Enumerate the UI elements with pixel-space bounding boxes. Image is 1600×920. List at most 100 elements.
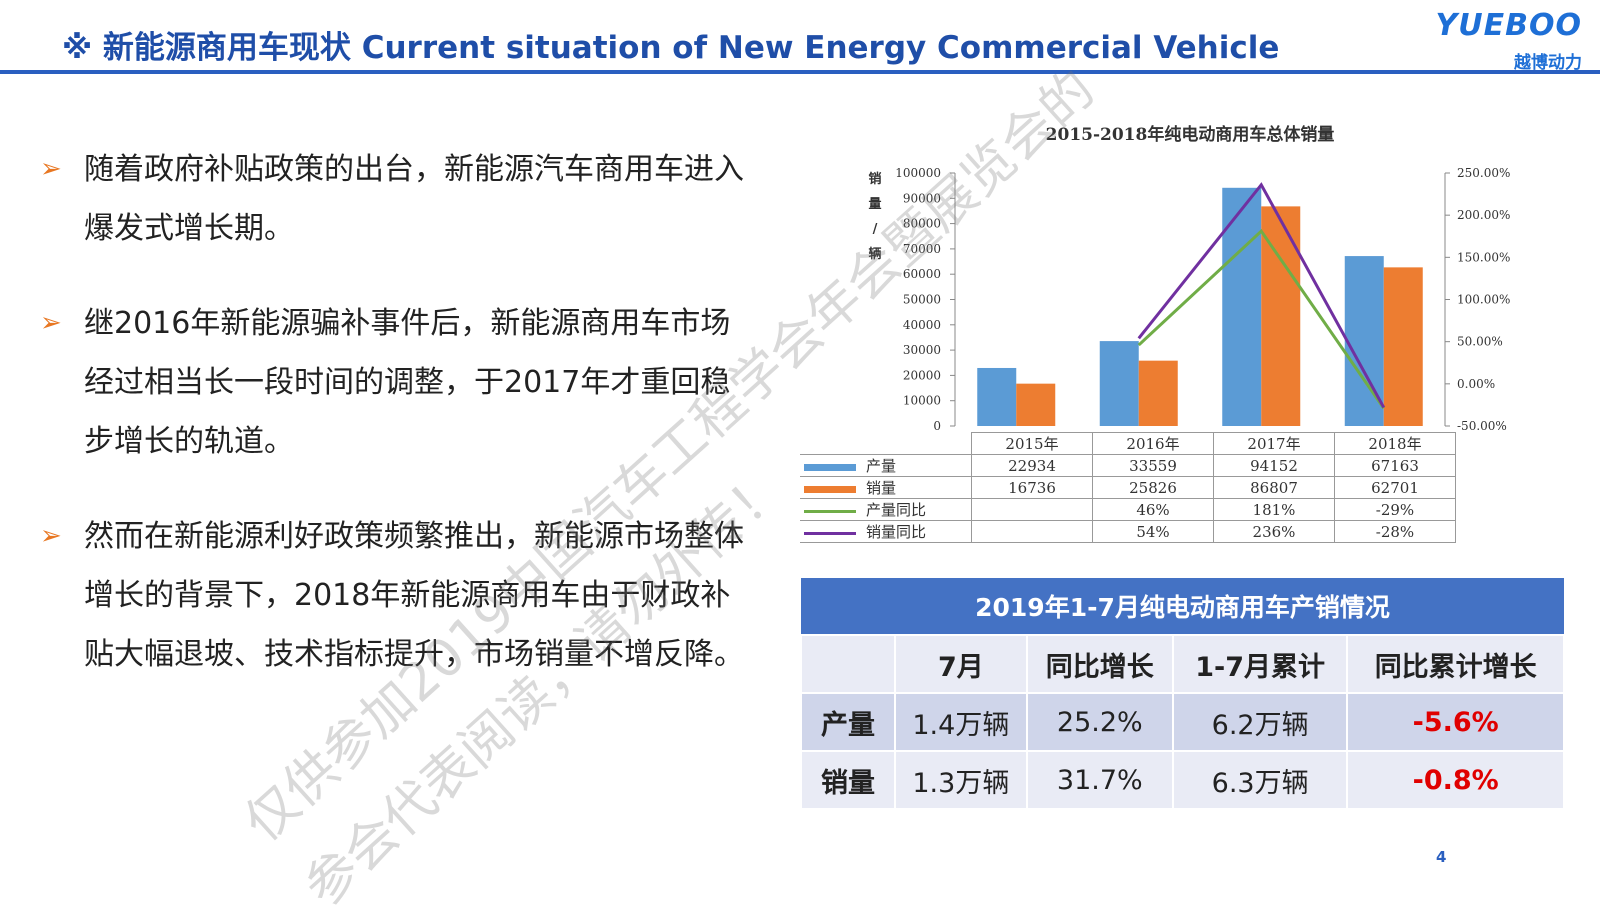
table-cell: 46% — [1092, 498, 1214, 521]
table-cell: 25826 — [1092, 476, 1214, 499]
y-tick-label: 100000 — [895, 166, 941, 180]
chart-plot: 0 10000 20000 30000 40000 50000 60000 70000 8000… — [868, 166, 1510, 433]
table-cell: 67163 — [1334, 454, 1456, 477]
table-header-cell: 2017年 — [1213, 432, 1335, 455]
series-label: 销量 — [866, 479, 897, 497]
table-cell: -29% — [1334, 498, 1456, 521]
row-label: 产量 — [800, 692, 896, 752]
line-sales-yoy — [1137, 182, 1386, 409]
table-header-cell: 同比增长 — [1025, 634, 1174, 694]
y2-tick-label: 150.00% — [1457, 250, 1510, 264]
row-label: 销量 — [800, 750, 896, 810]
y-axis-label-char: 销 — [868, 171, 881, 187]
y2-tick-label: 0.00% — [1457, 377, 1495, 391]
table-cell: 25.2% — [1025, 692, 1174, 752]
arrow-bullet-icon: ➢ — [40, 154, 62, 184]
table-row: 产量 1.4万辆 25.2% 6.2万辆 -5.6% — [800, 692, 1565, 752]
table-row: 产量同比 46% 181% -29% — [800, 498, 1456, 521]
y-tick-label: 60000 — [903, 267, 941, 281]
chart-data-table: 2015年 2016年 2017年 2018年 产量 22934 33559 9… — [800, 432, 1456, 543]
legend-key-production — [804, 463, 856, 471]
bullet-text: 继2016年新能源骗补事件后，新能源商用车市场经过相当长一段时间的调整，于201… — [84, 306, 731, 459]
bar-sales — [1016, 383, 1056, 426]
y2-tick-label: 250.00% — [1457, 166, 1510, 180]
y2-tick-label: 50.00% — [1457, 335, 1503, 349]
bullet-text: 随着政府补贴政策的出台，新能源汽车商用车进入爆发式增长期。 — [84, 152, 744, 246]
table-cell — [971, 520, 1093, 543]
table-header-cell: 同比累计增长 — [1346, 634, 1565, 694]
line-production-yoy — [1137, 228, 1385, 410]
table-cell: 86807 — [1213, 476, 1335, 499]
table-cell: 54% — [1092, 520, 1214, 543]
bullet-text: 然而在新能源利好政策频繁推出，新能源市场整体增长的背景下，2018年新能源商用车… — [84, 519, 744, 672]
table-cell: 181% — [1213, 498, 1335, 521]
table-cell: 236% — [1213, 520, 1335, 543]
table-cell: 94152 — [1213, 454, 1335, 477]
y-tick-label: 80000 — [903, 217, 941, 231]
series-label: 产量 — [866, 457, 897, 475]
table-cell: 6.3万辆 — [1171, 750, 1349, 810]
table-cell — [971, 498, 1093, 521]
y-tick-label: 0 — [933, 419, 941, 433]
company-logo: YUEBOO 越博动力 — [1432, 8, 1582, 73]
y2-tick-label: 200.00% — [1457, 208, 1510, 222]
table-cell: -0.8% — [1346, 750, 1565, 810]
table-header-cell: 7月 — [894, 634, 1028, 694]
y-axis-label-char: 量 — [868, 197, 881, 212]
table-cell: 33559 — [1092, 454, 1214, 477]
legend-key-sales — [804, 485, 856, 493]
table-header-cell: 2015年 — [971, 432, 1093, 455]
y-axis-label-char: 辆 — [868, 246, 881, 262]
legend-key-sales-yoy — [804, 531, 856, 535]
table-row: 销量同比 54% 236% -28% — [800, 520, 1456, 543]
arrow-bullet-icon: ➢ — [40, 521, 62, 551]
y2-tick-label: -50.00% — [1457, 419, 1507, 433]
y-tick-label: 30000 — [903, 343, 941, 357]
y-tick-label: 70000 — [903, 242, 941, 256]
legend-key-production-yoy — [804, 509, 856, 513]
table-cell: 16736 — [971, 476, 1093, 499]
bullet-item: ➢ 随着政府补贴政策的出台，新能源汽车商用车进入爆发式增长期。 — [40, 140, 760, 258]
series-label: 销量同比 — [866, 523, 927, 541]
table-cell: 1.3万辆 — [894, 750, 1028, 810]
table-cell: -5.6% — [1346, 692, 1565, 752]
logo-chinese-name: 越博动力 — [1514, 53, 1582, 73]
table-row: 销量 1.3万辆 31.7% 6.3万辆 -0.8% — [800, 750, 1565, 810]
y2-tick-label: 100.00% — [1457, 293, 1510, 307]
table-header-row: 2015年 2016年 2017年 2018年 — [800, 432, 1456, 455]
table-cell: -28% — [1334, 520, 1456, 543]
table-header-row: 7月 同比增长 1-7月累计 同比累计增长 — [800, 634, 1565, 694]
table-header-cell — [800, 634, 896, 694]
arrow-bullet-icon: ➢ — [40, 308, 62, 338]
bar-sales — [1383, 267, 1423, 426]
bullet-list: ➢ 随着政府补贴政策的出台，新能源汽车商用车进入爆发式增长期。 ➢ 继2016年… — [40, 140, 760, 720]
y-tick-label: 10000 — [903, 394, 941, 408]
y-tick-label: 50000 — [903, 293, 941, 307]
slide-title: ※ 新能源商用车现状 Current situation of New Ener… — [62, 30, 1280, 66]
bullet-item: ➢ 然而在新能源利好政策频繁推出，新能源市场整体增长的背景下，2018年新能源商… — [40, 507, 760, 684]
page-number: 4 — [1436, 848, 1447, 866]
table-caption: 2019年1-7月纯电动商用车产销情况 — [801, 578, 1564, 635]
y-tick-label: 40000 — [903, 318, 941, 332]
table-cell: 22934 — [971, 454, 1093, 477]
sales-summary-table: 2019年1-7月纯电动商用车产销情况 7月 同比增长 1-7月累计 同比累计增… — [800, 578, 1565, 810]
table-row: 产量 22934 33559 94152 67163 — [800, 454, 1456, 477]
table-cell: 62701 — [1334, 476, 1456, 499]
bar-production — [1099, 341, 1139, 426]
y-tick-label: 20000 — [903, 368, 941, 382]
table-header-cell: 2016年 — [1092, 432, 1214, 455]
table-cell: 6.2万辆 — [1171, 692, 1349, 752]
title-divider — [0, 70, 1600, 74]
table-header-cell: 2018年 — [1334, 432, 1456, 455]
bullet-item: ➢ 继2016年新能源骗补事件后，新能源商用车市场经过相当长一段时间的调整，于2… — [40, 294, 760, 471]
table-cell: 31.7% — [1025, 750, 1174, 810]
table-row: 销量 16736 25826 86807 62701 — [800, 476, 1456, 499]
logo-wordmark: YUEBOO — [1435, 8, 1582, 43]
table-header-cell: 1-7月累计 — [1171, 634, 1349, 694]
chart-title: 2015-2018年纯电动商用车总体销量 — [1045, 125, 1335, 145]
y-tick-label: 90000 — [903, 191, 941, 205]
series-label: 产量同比 — [866, 501, 927, 519]
bar-sales — [1138, 360, 1178, 426]
y-axis-label-char: / — [873, 222, 878, 237]
bar-production — [977, 367, 1017, 426]
